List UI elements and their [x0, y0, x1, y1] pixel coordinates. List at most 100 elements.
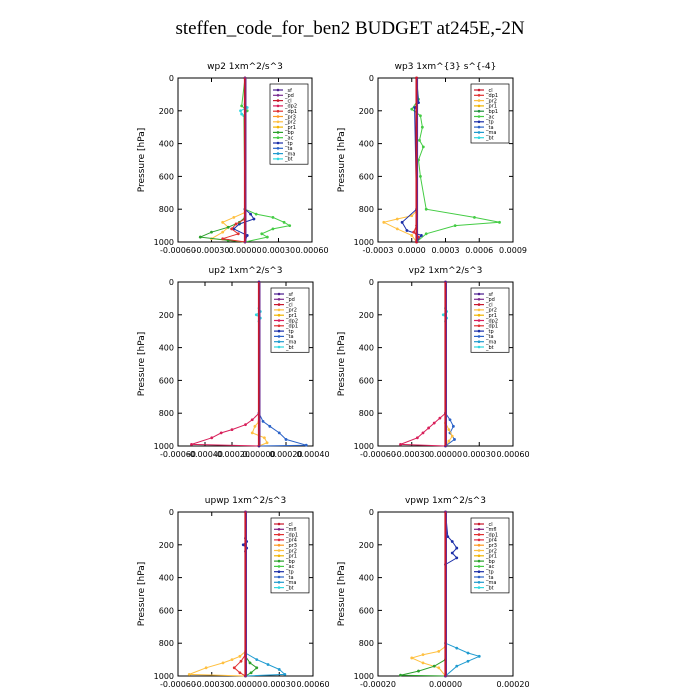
- series-point-dp2: [399, 442, 402, 446]
- series-point-dp1: [238, 671, 242, 675]
- x-tick-label: -0.00030: [394, 450, 430, 459]
- legend-marker: [477, 104, 481, 108]
- series-point-bt: [245, 106, 249, 109]
- series-point-bt: [239, 109, 242, 113]
- series-point-dp2: [427, 426, 431, 430]
- series-point-ma: [255, 658, 259, 661]
- x-tick-label: 0.00000: [429, 680, 462, 689]
- legend-label: _pr1: [285, 313, 297, 319]
- legend-marker: [276, 147, 280, 150]
- legend-label: _pr1: [485, 554, 497, 560]
- y-tick-label: 600: [159, 606, 174, 615]
- legend-marker: [477, 345, 481, 349]
- x-tick-label: 0.00000: [229, 680, 262, 689]
- legend-label: _tp: [485, 329, 494, 335]
- legend-marker: [477, 586, 481, 589]
- legend-marker: [477, 324, 481, 328]
- y-tick-label: 800: [159, 409, 174, 418]
- legend-marker: [477, 329, 481, 333]
- series-point-dp2: [250, 418, 254, 422]
- legend-label: _ma: [485, 130, 496, 136]
- legend-marker: [277, 298, 281, 301]
- series-point-pr2: [230, 658, 234, 661]
- series-point-ac: [245, 109, 249, 113]
- legend-marker: [277, 324, 281, 328]
- chart-panel-5: upwp 1xm^2/s^3 Pressure [hPa] 0 200 400 600 80…: [137, 496, 330, 689]
- y-tick-label: 400: [159, 574, 174, 583]
- series-point-bp: [399, 673, 402, 677]
- series-point-tp: [405, 229, 409, 232]
- series-point-dp2: [244, 423, 247, 427]
- series-point-dp1: [412, 230, 416, 234]
- x-tick-label: 0.00000: [242, 450, 275, 459]
- legend-marker: [277, 549, 281, 552]
- y-tick-label: 800: [159, 205, 174, 214]
- legend-label: _tp: [285, 570, 294, 576]
- x-tick-label: 0.0009: [499, 246, 527, 255]
- series-point-bp: [226, 225, 230, 229]
- legend-label: _pr2: [485, 308, 497, 314]
- series-point-ac: [271, 227, 275, 231]
- series-point-ma: [466, 659, 470, 663]
- series-point-ta: [268, 424, 272, 428]
- x-tick-label: -0.00040: [187, 450, 223, 459]
- series-point-dp1: [236, 232, 240, 236]
- y-tick-label: 600: [159, 376, 174, 385]
- legend-marker: [477, 131, 481, 134]
- legend-marker: [477, 335, 481, 338]
- legend-label: _ta: [284, 146, 293, 152]
- series-line-bp: [245, 512, 258, 677]
- legend-marker: [277, 340, 281, 344]
- series-line-pr2: [189, 512, 246, 677]
- x-tick-label: -0.0003: [363, 246, 394, 255]
- legend-marker: [477, 575, 481, 579]
- legend-marker: [277, 543, 281, 547]
- y-tick-label: 1000: [354, 238, 374, 247]
- y-axis-label: Pressure [hPa]: [337, 128, 347, 193]
- legend-label: _cl: [285, 302, 293, 308]
- legend-marker: [477, 559, 481, 563]
- legend-label: _pr4: [285, 538, 297, 544]
- series-point-tp: [446, 535, 450, 538]
- series-point-ac: [410, 107, 414, 111]
- legend-marker: [477, 313, 481, 317]
- series-point-bp: [198, 235, 202, 239]
- series-point-ac: [418, 138, 421, 142]
- y-axis-label: Pressure [hPa]: [137, 562, 147, 627]
- y-tick-label: 200: [159, 107, 174, 116]
- legend-marker: [276, 104, 280, 108]
- legend-label: _bt: [284, 157, 293, 163]
- series-point-dp1: [232, 666, 236, 670]
- series-point-dp1: [234, 222, 238, 226]
- x-tick-label: 0.00020: [269, 450, 302, 459]
- legend-marker: [277, 329, 281, 333]
- legend-marker: [276, 131, 280, 134]
- series-point-bt: [254, 313, 258, 317]
- series-point-tp: [450, 540, 454, 543]
- legend-marker: [277, 335, 281, 338]
- legend-label: _ac: [485, 114, 495, 120]
- legend-label: _pr3: [285, 543, 297, 549]
- legend-marker: [477, 292, 481, 296]
- legend-marker: [477, 549, 481, 552]
- legend-label: _pd: [285, 297, 295, 303]
- legend-label: _pd: [284, 93, 294, 99]
- y-axis-label: Pressure [hPa]: [137, 332, 147, 397]
- y-tick-label: 0: [369, 74, 374, 83]
- series-point-ac: [419, 175, 422, 178]
- series-point-ma: [277, 668, 281, 671]
- legend-label: _sf: [284, 88, 292, 94]
- series-point-pr2: [450, 434, 454, 438]
- legend-marker: [276, 94, 280, 97]
- y-tick-label: 600: [359, 606, 374, 615]
- y-tick-label: 0: [169, 278, 174, 287]
- legend-label: _dp2: [285, 318, 298, 324]
- series-point-pr2: [447, 439, 451, 443]
- series-point-ta: [277, 431, 281, 435]
- chart-title: wp2 1xm^2/s^3: [207, 62, 283, 72]
- series-point-ac: [498, 220, 501, 224]
- x-tick-label: 0.00060: [295, 246, 328, 255]
- series-point-pr2: [421, 661, 425, 665]
- y-tick-label: 1000: [154, 442, 174, 451]
- series-point-bp: [432, 664, 436, 668]
